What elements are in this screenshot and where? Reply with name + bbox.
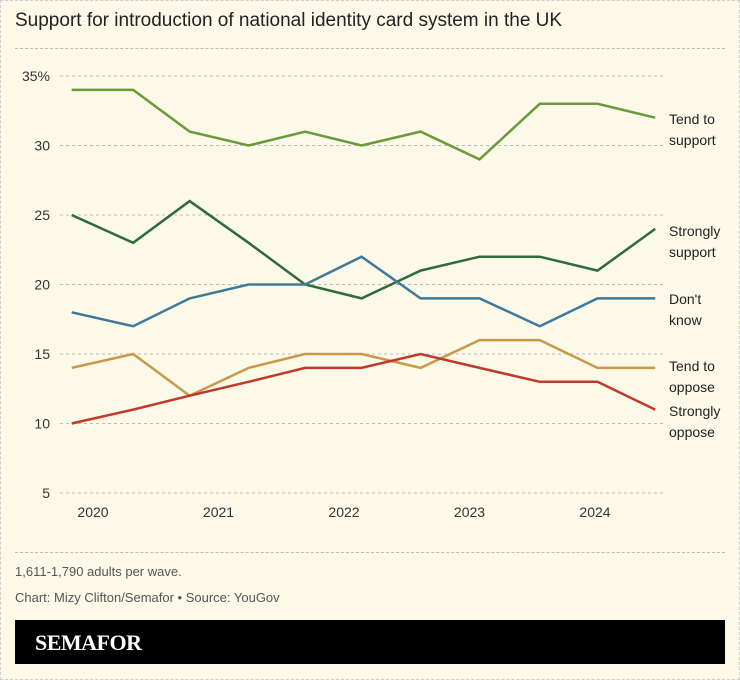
sample-note: 1,611-1,790 adults per wave. bbox=[15, 564, 182, 579]
divider bbox=[15, 552, 725, 553]
y-tick-label: 25 bbox=[34, 207, 50, 223]
series-label: support bbox=[669, 132, 716, 148]
series-label: support bbox=[669, 244, 716, 260]
y-tick-label: 20 bbox=[34, 277, 50, 293]
semafor-logo-bar: SEMAFOR bbox=[15, 620, 725, 664]
series-label: Strongly bbox=[669, 223, 720, 239]
series-line bbox=[71, 255, 656, 328]
line-chart: 5 10 15 20 25 30 35% 2020 2021 2022 2023 2024 Tend t… bbox=[22, 68, 720, 520]
chart-title: Support for introduction of national ide… bbox=[15, 10, 563, 31]
semafor-logo: SEMAFOR bbox=[35, 630, 142, 655]
series-label: know bbox=[669, 312, 703, 328]
divider bbox=[15, 48, 725, 49]
y-tick-label: 30 bbox=[34, 138, 50, 154]
credit-line: Chart: Mizy Clifton/Semafor • Source: Yo… bbox=[15, 590, 280, 605]
x-tick-label: 2021 bbox=[203, 504, 234, 520]
series-line bbox=[71, 88, 656, 161]
x-tick-label: 2022 bbox=[328, 504, 359, 520]
series-label: oppose bbox=[669, 424, 715, 440]
x-tick-label: 2020 bbox=[77, 504, 108, 520]
x-tick-label: 2023 bbox=[454, 504, 485, 520]
series-label: Tend to bbox=[669, 111, 715, 127]
y-tick-label: 5 bbox=[42, 485, 50, 501]
y-tick-label: 15 bbox=[34, 346, 50, 362]
series-line bbox=[71, 199, 656, 300]
series-label: Don't bbox=[669, 291, 701, 307]
series-line bbox=[71, 352, 656, 425]
series-label: Tend to bbox=[669, 358, 715, 374]
x-tick-label: 2024 bbox=[579, 504, 610, 520]
series-label: oppose bbox=[669, 379, 715, 395]
y-tick-label: 35% bbox=[22, 68, 50, 84]
y-tick-label: 10 bbox=[34, 416, 50, 432]
series-label: Strongly bbox=[669, 403, 720, 419]
